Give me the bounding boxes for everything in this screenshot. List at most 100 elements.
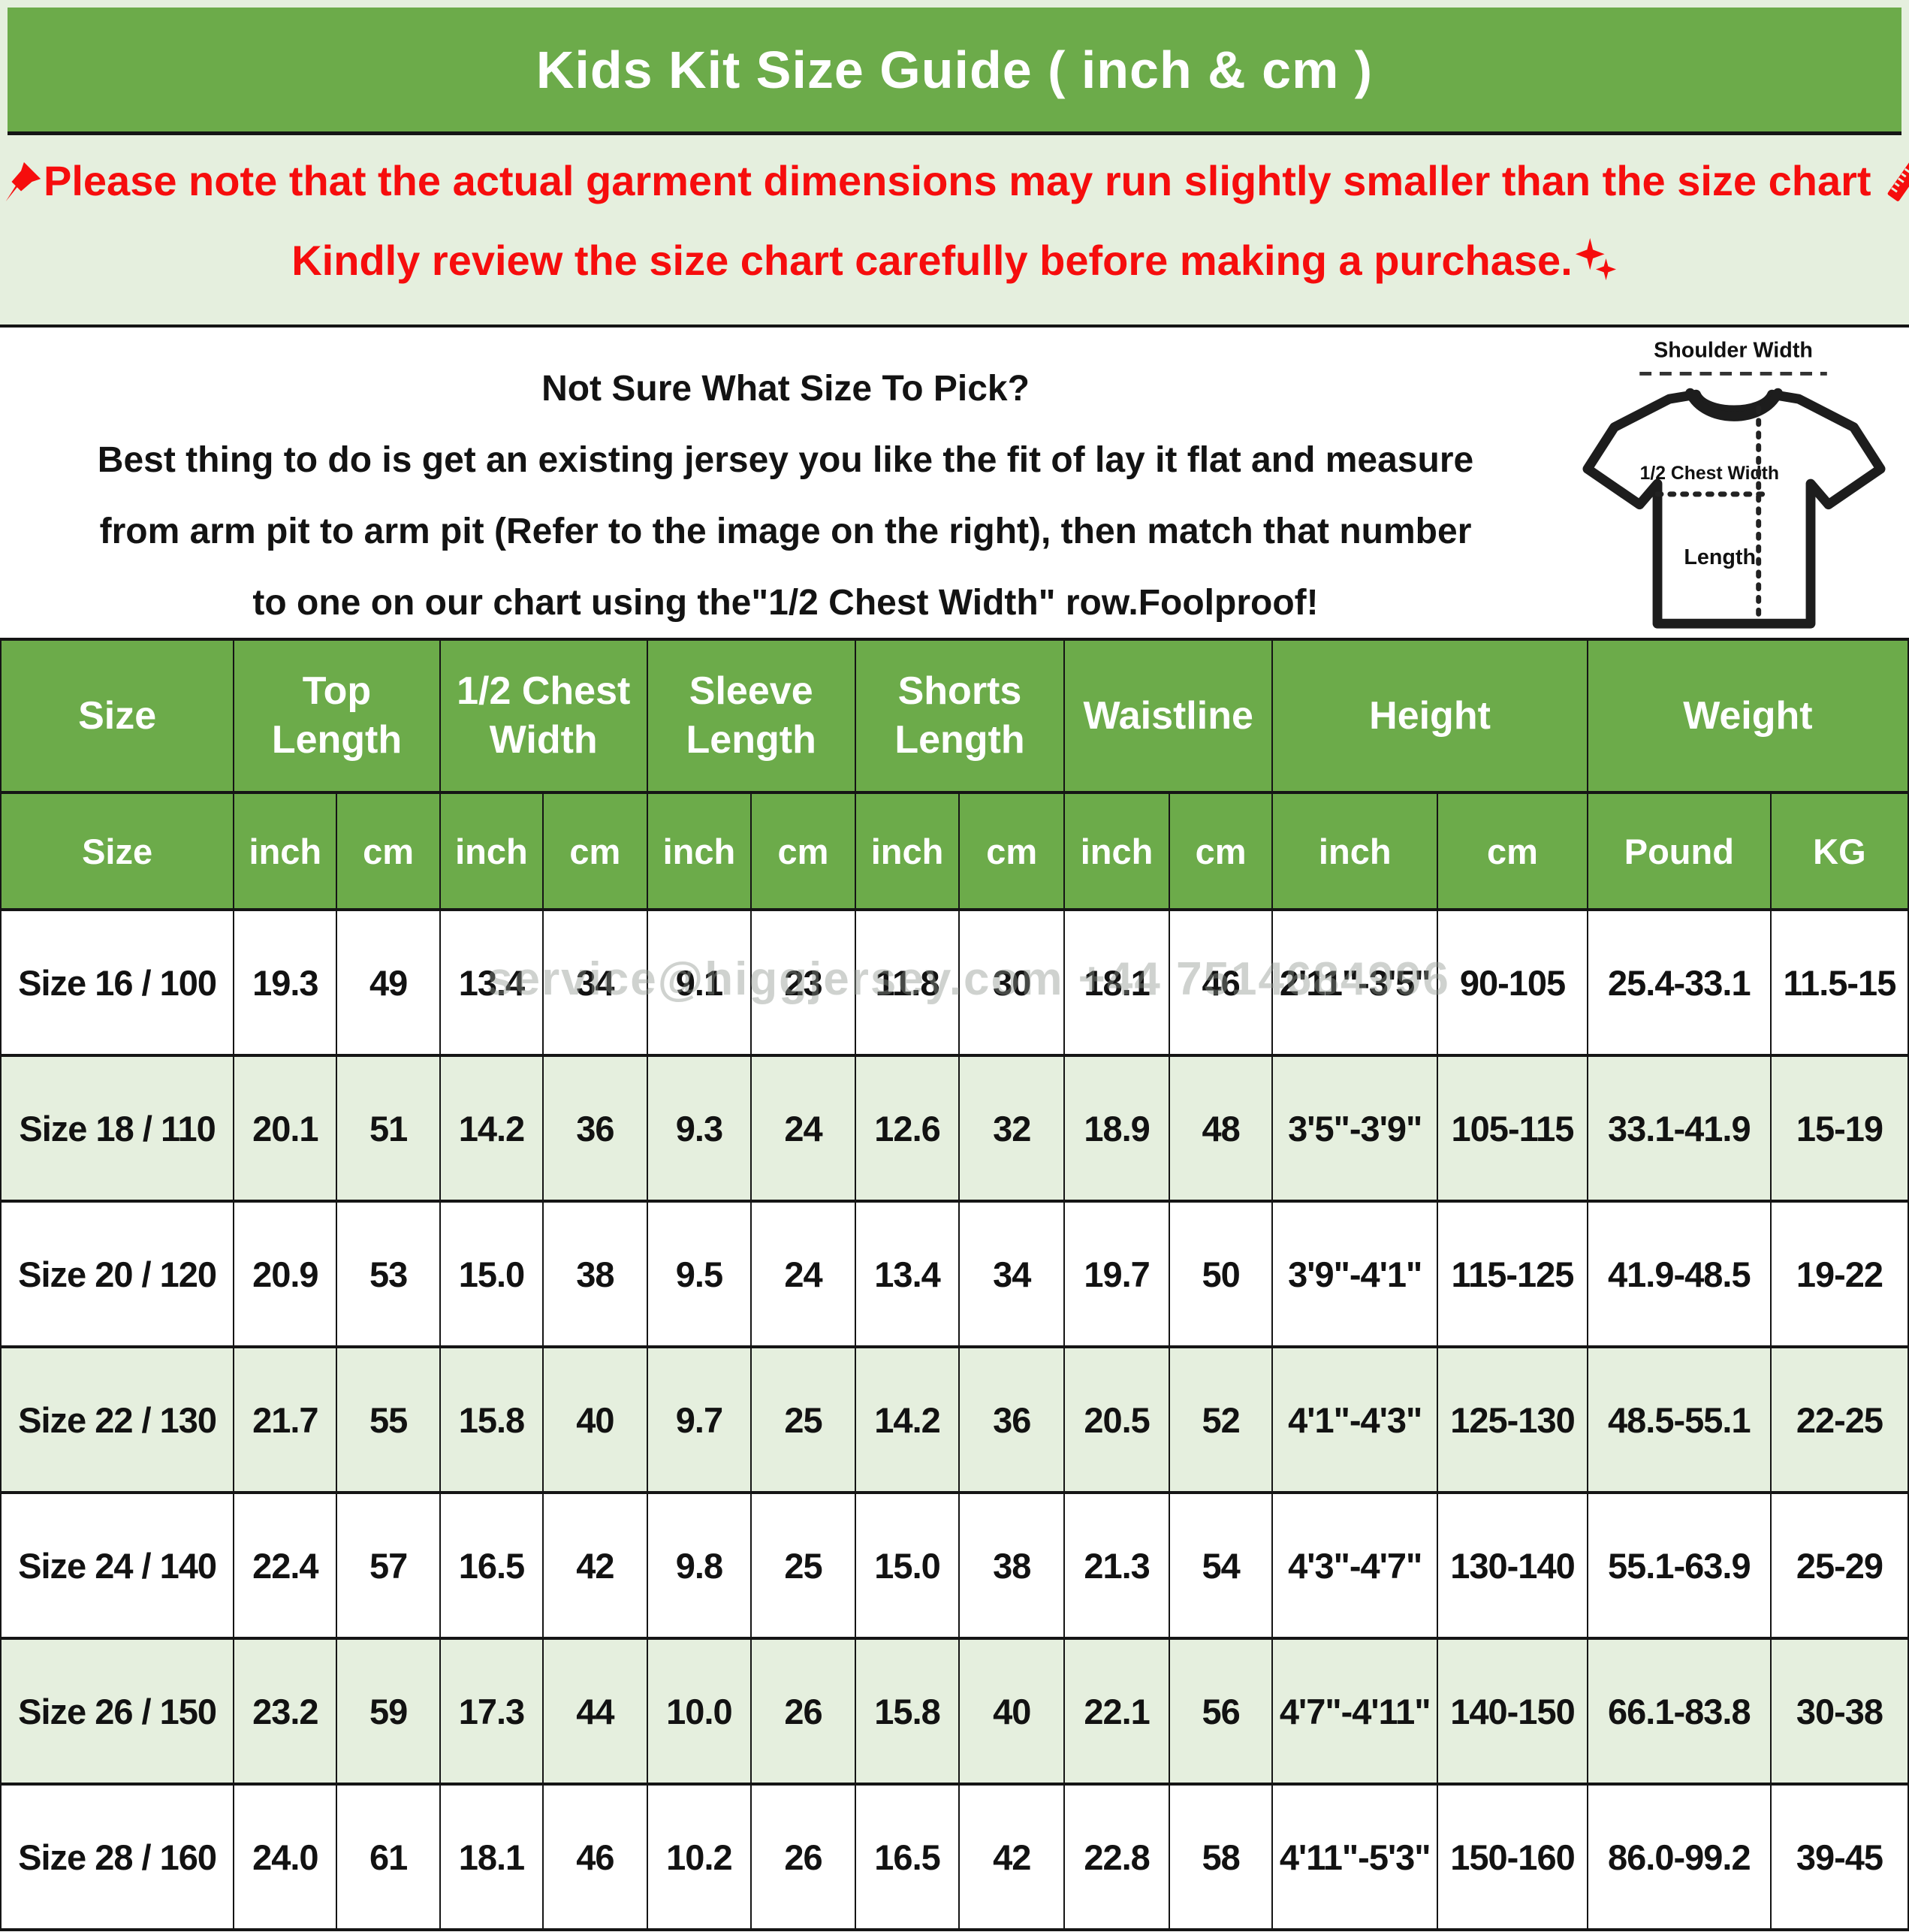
table-row-size-18-110: Size 18 / 110 20.1 51 14.2 36 9.3 24 12.6 32 18.9… [0,1054,1909,1203]
subheader-13-pound: Pound [1586,791,1772,911]
table-cell: 51 [336,1054,441,1203]
table-cell: 9.1 [646,908,752,1057]
table-cell: 22.1 [1063,1637,1170,1786]
table-cell: 44 [542,1637,648,1786]
table-cell: 42 [958,1783,1066,1931]
table-cell: 34 [958,1200,1066,1348]
table-cell: 2'11"-3'5" [1271,908,1439,1057]
row-label: Size 20 / 120 [0,1200,235,1348]
tshirt-diagram: Shoulder Width 1/2 Chest Width Length [1571,328,1909,638]
column-group-height: Height [1271,638,1588,794]
sizing-help-line-1: Best thing to do is get an existing jers… [97,440,1474,481]
table-cell: 16.5 [854,1783,961,1931]
table-cell: 17.3 [439,1637,544,1786]
table-cell: 50 [1168,1200,1274,1348]
table-cell: 18.9 [1063,1054,1170,1203]
table-cell: 15.0 [854,1491,961,1640]
table-cell: 38 [958,1491,1066,1640]
banner-frame: Kids Kit Size Guide ( inch & cm ) [0,0,1909,135]
row-label: Size 26 / 150 [0,1637,235,1786]
ruler-icon [1887,161,1909,201]
table-cell: 19.7 [1063,1200,1170,1348]
column-group-sleeve-length: Sleeve Length [646,638,856,794]
table-cell: 38 [542,1200,648,1348]
table-cell: 33.1-41.9 [1586,1054,1772,1203]
subheader-1-inch: inch [233,791,338,911]
subheader-0-size: Size [0,791,235,911]
subheader-row: Size inch cm inch cm inch cm inch cm inch cm inch cm… [0,791,1909,911]
table-cell: 4'1"-4'3" [1271,1345,1439,1494]
pushpin-icon [5,162,41,202]
table-cell: 25.4-33.1 [1586,908,1772,1057]
table-cell: 15.8 [854,1637,961,1786]
table-row-size-28-160: Size 28 / 160 24.0 61 18.1 46 10.2 26 16.5 42 22.… [0,1783,1909,1931]
column-group-row: Size Top Length 1/2 Chest Width Sleeve Leng… [0,638,1909,794]
table-row-size-24-140: Size 24 / 140 22.4 57 16.5 42 9.8 25 15.0 38 21.3… [0,1491,1909,1640]
table-cell: 23.2 [233,1637,338,1786]
table-cell: 10.2 [646,1783,752,1931]
table-cell: 9.8 [646,1491,752,1640]
table-cell: 19.3 [233,908,338,1057]
size-table-head: Size Top Length 1/2 Chest Width Sleeve Leng… [0,638,1909,911]
column-group-top-length: Top Length [233,638,441,794]
sizing-help-line-2: from arm pit to arm pit (Refer to the im… [99,512,1472,552]
table-cell: 11.8 [854,908,961,1057]
table-cell: 25 [750,1345,856,1494]
sparkles-icon [1575,237,1616,280]
table-cell: 34 [542,908,648,1057]
table-cell: 14.2 [439,1054,544,1203]
table-cell: 19-22 [1769,1200,1909,1348]
table-cell: 20.9 [233,1200,338,1348]
row-label: Size 18 / 110 [0,1054,235,1203]
table-cell: 12.6 [854,1054,961,1203]
table-cell: 115-125 [1437,1200,1588,1348]
table-cell: 3'9"-4'1" [1271,1200,1439,1348]
row-label: Size 22 / 130 [0,1345,235,1494]
table-row-size-16-100: Size 16 / 100 19.3 49 13.4 34 9.1 23 11.8 30 18.1… [0,908,1909,1057]
subheader-6-cm: cm [750,791,856,911]
title-banner: Kids Kit Size Guide ( inch & cm ) [8,8,1901,135]
table-cell: 40 [958,1637,1066,1786]
table-cell: 40 [542,1345,648,1494]
table-cell: 53 [336,1200,441,1348]
subheader-10-cm: cm [1168,791,1274,911]
subheader-8-cm: cm [958,791,1066,911]
table-cell: 21.7 [233,1345,338,1494]
tshirt-svg: Shoulder Width 1/2 Chest Width Length [1582,339,1886,629]
table-cell: 22.4 [233,1491,338,1640]
table-cell: 30 [958,908,1066,1057]
row-label: Size 28 / 160 [0,1783,235,1931]
page-title: Kids Kit Size Guide ( inch & cm ) [535,40,1374,99]
table-cell: 11.5-15 [1769,908,1909,1057]
size-table: Size Top Length 1/2 Chest Width Sleeve Leng… [0,638,1909,1931]
table-row-size-26-150: Size 26 / 150 23.2 59 17.3 44 10.0 26 15.8 40 22.… [0,1637,1909,1786]
length-label: Length [1684,545,1756,569]
table-cell: 3'5"-3'9" [1271,1054,1439,1203]
table-cell: 49 [336,908,441,1057]
table-cell: 25 [750,1491,856,1640]
subheader-4-cm: cm [542,791,648,911]
table-cell: 58 [1168,1783,1274,1931]
table-cell: 66.1-83.8 [1586,1637,1772,1786]
table-cell: 4'11"-5'3" [1271,1783,1439,1931]
table-cell: 14.2 [854,1345,961,1494]
table-cell: 36 [958,1345,1066,1494]
table-cell: 10.0 [646,1637,752,1786]
column-group-waistline: Waistline [1063,638,1274,794]
table-cell: 18.1 [439,1783,544,1931]
table-cell: 9.7 [646,1345,752,1494]
table-cell: 130-140 [1437,1491,1588,1640]
table-cell: 23 [750,908,856,1057]
table-cell: 24 [750,1200,856,1348]
table-cell: 20.1 [233,1054,338,1203]
table-cell: 15.0 [439,1200,544,1348]
table-cell: 15-19 [1769,1054,1909,1203]
tshirt-collar [1685,388,1783,421]
table-cell: 30-38 [1769,1637,1909,1786]
table-cell: 24 [750,1054,856,1203]
subheader-11-inch: inch [1271,791,1439,911]
table-cell: 15.8 [439,1345,544,1494]
table-cell: 105-115 [1437,1054,1588,1203]
subheader-2-cm: cm [336,791,441,911]
table-cell: 59 [336,1637,441,1786]
